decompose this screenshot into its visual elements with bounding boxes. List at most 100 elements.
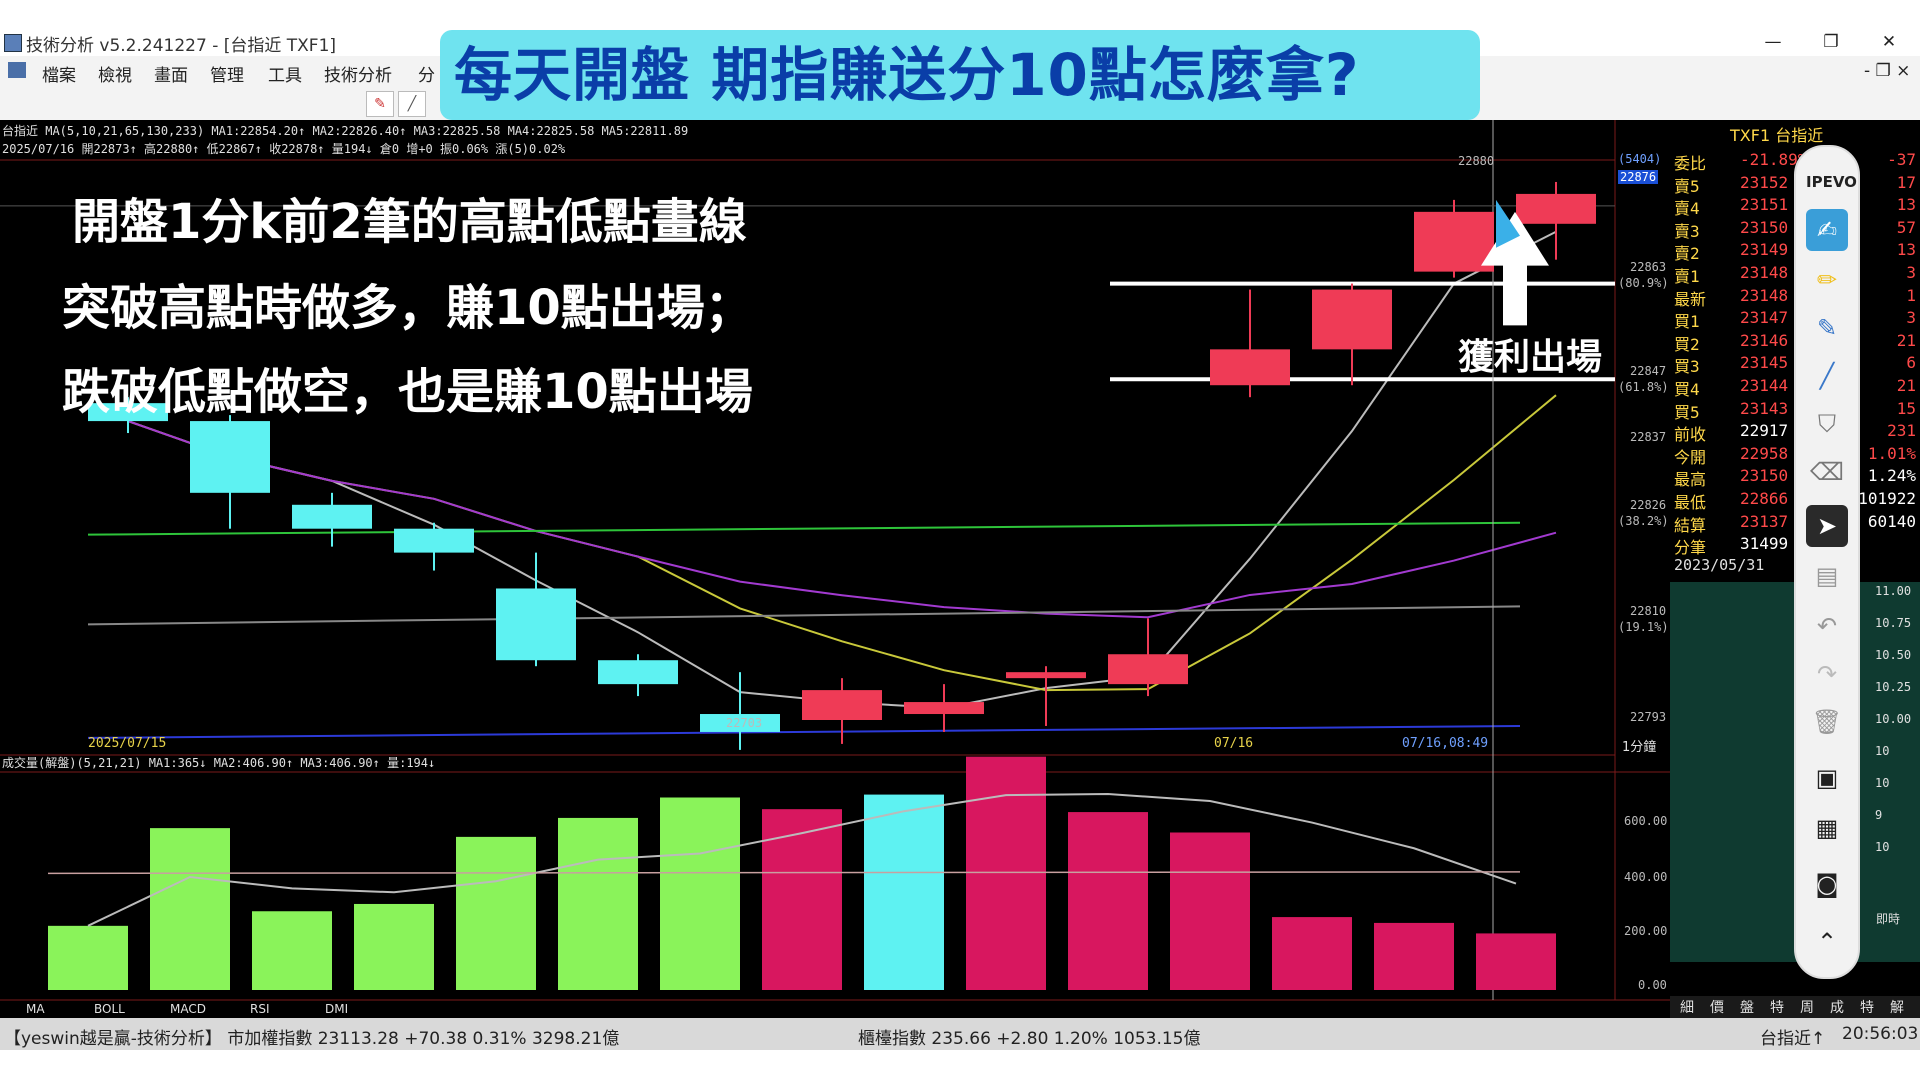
quote-row[interactable]: 買3 23145 6: [1670, 351, 1920, 377]
quote-row-price: 23147: [1740, 308, 1789, 328]
quote-footer-tab[interactable]: 成: [1830, 1000, 1844, 1016]
menu-view[interactable]: 檢視: [98, 66, 132, 86]
quote-row[interactable]: 買5 23143 15: [1670, 397, 1920, 422]
quote-row[interactable]: 賣5 23152 17: [1670, 171, 1920, 196]
quote-row-qty: 3: [1906, 263, 1916, 282]
status-symbol: 台指近↑: [1760, 1029, 1826, 1049]
draw-tool-icon[interactable]: ✎: [366, 91, 394, 117]
indicator-tab-macd[interactable]: MACD: [170, 1002, 206, 1016]
tick-label: 10.25: [1875, 680, 1912, 694]
pointer-icon[interactable]: ➤: [1806, 505, 1848, 547]
quote-row[interactable]: 最新 23148 1: [1670, 284, 1920, 309]
indicator-tab-dmi[interactable]: DMI: [325, 1002, 349, 1016]
annotation-line-3: 跌破低點做空，也是賺10點出場: [62, 364, 753, 420]
maximize-button[interactable]: ❐: [1823, 32, 1839, 52]
quote-row[interactable]: 今開 22958 1.01%: [1670, 442, 1920, 467]
candle-body: [1312, 289, 1392, 350]
pen-tool-icon[interactable]: ✍: [1806, 209, 1848, 251]
quote-row-qty: 101922: [1858, 489, 1916, 508]
eraser-icon[interactable]: ⌫: [1810, 458, 1844, 486]
quote-footer-tab[interactable]: 價: [1710, 1000, 1724, 1016]
price-pct-2: (61.8%): [1618, 380, 1669, 394]
candlestick-chart: [0, 120, 1670, 1001]
menu-screen[interactable]: 畫面: [154, 66, 188, 86]
tick-label: 10: [1875, 776, 1890, 790]
quote-footer-tab[interactable]: 周: [1800, 1000, 1814, 1016]
quote-row-qty: 3: [1906, 308, 1916, 328]
quote-row[interactable]: 買4 23144 21: [1670, 374, 1920, 399]
volume-bar: [966, 756, 1046, 990]
candle-body: [1516, 193, 1596, 224]
quote-row-price: 23145: [1740, 353, 1789, 373]
indicator-tab-ma[interactable]: MA: [26, 1002, 45, 1016]
quote-row[interactable]: 買2 23146 21: [1670, 329, 1920, 354]
redo-icon[interactable]: ↷: [1816, 660, 1838, 688]
quote-row-price: 23144: [1740, 376, 1789, 395]
candle-body: [700, 714, 780, 732]
quote-row[interactable]: 結算 23137 60140: [1670, 510, 1920, 535]
quote-row-qty: 1: [1906, 285, 1916, 305]
volume-ma-line-2: [47, 871, 1521, 875]
quote-row[interactable]: 賣2 23149 13: [1670, 238, 1920, 264]
trash-icon[interactable]: 🗑: [1811, 708, 1843, 736]
price-label-3: 22837: [1630, 430, 1667, 444]
quote-footer-tab[interactable]: 解: [1890, 1000, 1904, 1016]
menu-technical-analysis[interactable]: 技術分析: [324, 66, 392, 86]
quote-row[interactable]: 前收 22917 231: [1670, 419, 1920, 444]
price-pct-4: (38.2%): [1618, 514, 1669, 528]
tick-label: 10.00: [1875, 712, 1912, 726]
quote-row[interactable]: 分筆 31499: [1670, 532, 1920, 557]
menu-more[interactable]: 分: [418, 66, 435, 86]
quote-row-price: 23152: [1740, 172, 1789, 192]
quote-row-label: 賣2: [1674, 244, 1700, 264]
quote-footer-tab[interactable]: 盤: [1740, 1000, 1754, 1016]
quote-row-price: 23151: [1740, 195, 1789, 215]
close-button[interactable]: ✕: [1881, 32, 1897, 52]
quote-row[interactable]: 最高 23150 1.24%: [1670, 464, 1920, 489]
price-label-1: 22863: [1630, 260, 1667, 274]
camera-icon[interactable]: ◙: [1815, 870, 1839, 898]
line-icon[interactable]: ╱: [1819, 362, 1835, 390]
chevron-up-icon[interactable]: ⌃: [1816, 928, 1838, 956]
quote-footer-tab[interactable]: 細: [1680, 1000, 1694, 1016]
quote-row[interactable]: 賣1 23148 3: [1670, 261, 1920, 286]
quote-row-qty: 17: [1896, 172, 1916, 192]
line-tool-icon[interactable]: ╱: [398, 91, 426, 117]
undo-icon[interactable]: ↶: [1816, 612, 1838, 640]
minimize-button[interactable]: —: [1764, 32, 1782, 52]
doc-icon: [8, 62, 26, 78]
volume-bar: [354, 903, 434, 990]
quote-row-qty: 13: [1896, 195, 1916, 215]
ma-line-2: [127, 394, 1557, 692]
highlighter-icon[interactable]: ✏: [1816, 266, 1838, 294]
quote-row-price: 22866: [1740, 489, 1789, 508]
quote-row[interactable]: 賣3 23150 57: [1670, 216, 1920, 241]
quote-row-label: 買3: [1674, 357, 1700, 377]
quote-row-qty: -37: [1887, 150, 1916, 169]
quote-row[interactable]: 買1 23147 3: [1670, 306, 1920, 331]
volume-bar: [1170, 832, 1250, 990]
candle-body: [802, 690, 882, 720]
brush-icon[interactable]: ✎: [1816, 314, 1838, 342]
snapshot-icon[interactable]: ▦: [1815, 814, 1839, 842]
menu-manage[interactable]: 管理: [210, 66, 244, 86]
menu-tools[interactable]: 工具: [268, 66, 302, 86]
quote-row[interactable]: 最低 22866 101922: [1670, 487, 1920, 512]
period-label[interactable]: 1分鐘: [1622, 740, 1657, 755]
menu-file[interactable]: 檔案: [42, 66, 76, 86]
price-label-6: 22793: [1630, 710, 1667, 724]
quote-row[interactable]: 賣4 23151 13: [1670, 193, 1920, 218]
indicator-tab-rsi[interactable]: RSI: [250, 1002, 270, 1016]
toolbox-icon[interactable]: ▤: [1815, 562, 1839, 590]
indicator-tab-boll[interactable]: BOLL: [94, 1002, 125, 1016]
candle-body: [496, 588, 576, 661]
quote-row-qty: 15: [1896, 398, 1916, 418]
mdi-window-controls[interactable]: - ❐ ×: [1864, 61, 1911, 81]
quote-footer-tab[interactable]: 特: [1860, 1000, 1874, 1016]
quote-row[interactable]: 委比 -21.89% -37: [1670, 148, 1920, 173]
stamp-icon[interactable]: ⛉: [1818, 410, 1836, 438]
quote-row-label: 買4: [1674, 380, 1700, 399]
quote-row-label: 最低: [1674, 493, 1707, 512]
quote-footer-tab[interactable]: 特: [1770, 1000, 1784, 1016]
screenshot-icon[interactable]: ▣: [1815, 764, 1839, 792]
